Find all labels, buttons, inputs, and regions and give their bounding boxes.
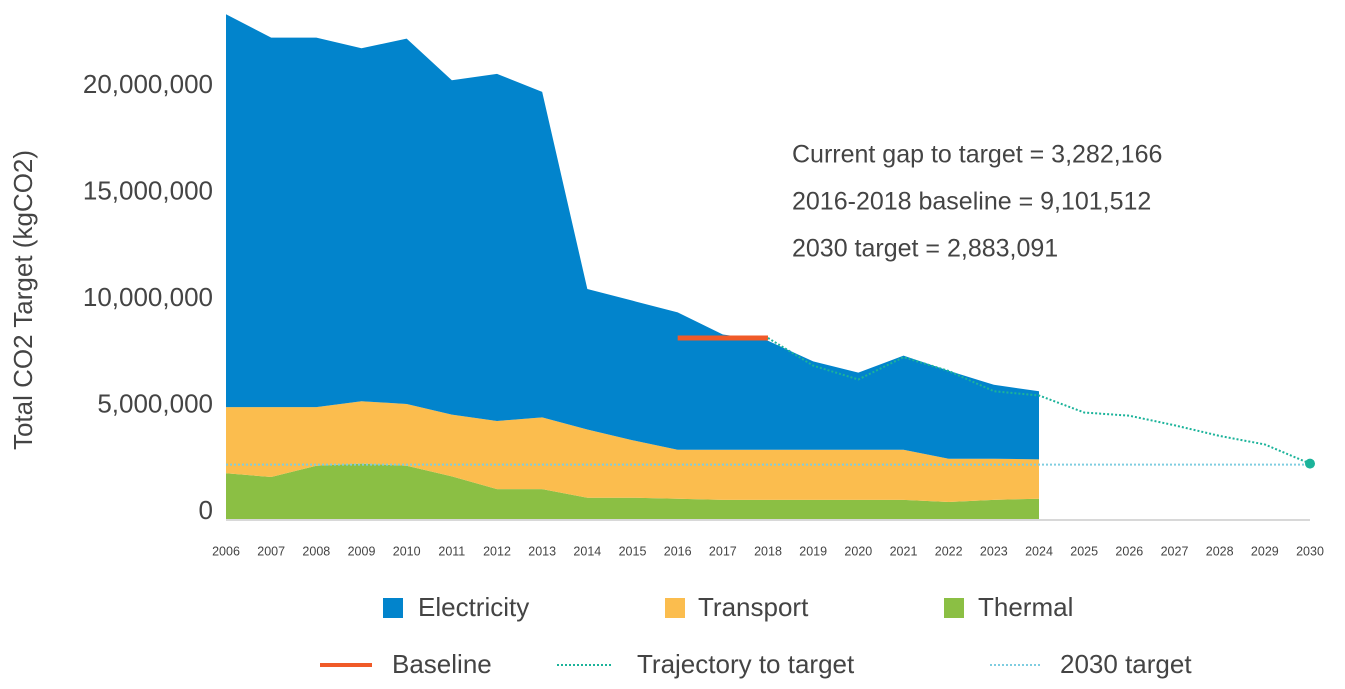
- x-tick-label: 2015: [619, 544, 647, 558]
- x-tick-label: 2027: [1161, 544, 1189, 558]
- x-tick-label: 2014: [573, 544, 601, 558]
- legend-label: Electricity: [418, 592, 529, 622]
- legend-label: Baseline: [392, 649, 492, 679]
- x-tick-label: 2009: [348, 544, 376, 558]
- legend-label: Thermal: [978, 592, 1073, 622]
- legend-swatch: [944, 598, 964, 618]
- y-tick-label: 0: [199, 495, 213, 525]
- x-tick-label: 2021: [890, 544, 918, 558]
- legend-label: 2030 target: [1060, 649, 1192, 679]
- x-tick-label: 2022: [935, 544, 963, 558]
- x-tick-label: 2017: [709, 544, 737, 558]
- x-tick-label: 2016: [664, 544, 692, 558]
- legend-swatch: [665, 598, 685, 618]
- area: [226, 463, 1039, 519]
- annotation: 2030 target = 2,883,091: [792, 235, 1058, 263]
- x-tick-label: 2018: [754, 544, 782, 558]
- x-tick-label: 2026: [1115, 544, 1143, 558]
- x-tick-label: 2012: [483, 544, 511, 558]
- x-tick-label: 2008: [302, 544, 330, 558]
- x-tick-label: 2006: [212, 544, 240, 558]
- x-tick-label: 2020: [844, 544, 872, 558]
- x-tick-label: 2029: [1251, 544, 1279, 558]
- x-tick-label: 2030: [1296, 544, 1324, 558]
- line: [767, 337, 1311, 465]
- area: [226, 14, 1039, 460]
- legend-label: Transport: [698, 592, 809, 622]
- area: [226, 401, 1039, 502]
- x-tick-label: 2010: [393, 544, 421, 558]
- x-tick-label: 2023: [980, 544, 1008, 558]
- x-tick-label: 2007: [257, 544, 285, 558]
- y-tick-label: 20,000,000: [83, 69, 213, 99]
- annotation: 2016-2018 baseline = 9,101,512: [792, 188, 1151, 216]
- legend-label: Trajectory to target: [637, 649, 855, 679]
- x-tick-label: 2019: [799, 544, 827, 558]
- x-tick-label: 2024: [1025, 544, 1053, 558]
- y-tick-label: 15,000,000: [83, 175, 213, 205]
- y-axis-label: Total CO2 Target (kgCO2): [8, 150, 38, 450]
- end-dot: [1305, 458, 1315, 469]
- annotation: Current gap to target = 3,282,166: [792, 141, 1162, 169]
- x-tick-label: 2028: [1206, 544, 1234, 558]
- y-tick-label: 10,000,000: [83, 282, 213, 312]
- x-tick-label: 2011: [438, 544, 465, 558]
- y-tick-label: 5,000,000: [97, 388, 213, 418]
- legend-swatch: [383, 598, 403, 618]
- x-tick-label: 2013: [528, 544, 556, 558]
- x-tick-label: 2025: [1070, 544, 1098, 558]
